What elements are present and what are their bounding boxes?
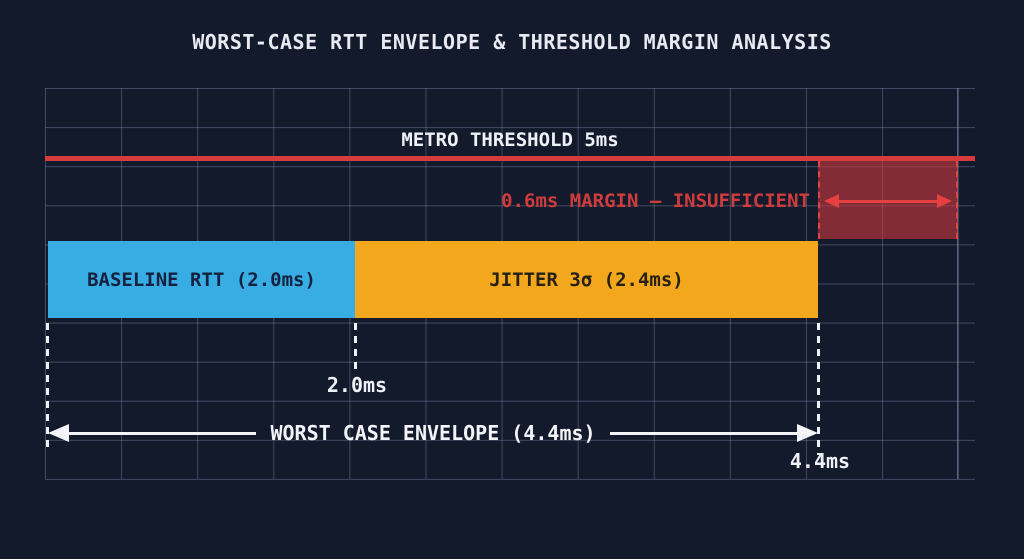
dashed-line-origin bbox=[46, 323, 49, 449]
envelope-arrow-line-left bbox=[69, 431, 257, 435]
arrowhead-left-icon bbox=[48, 424, 69, 442]
envelope-arrow: WORST CASE ENVELOPE (4.4ms) bbox=[48, 420, 819, 446]
margin-arrow bbox=[824, 193, 952, 209]
threshold-line bbox=[45, 156, 975, 161]
envelope-arrow-line-right bbox=[609, 431, 798, 435]
envelope-label: WORST CASE ENVELOPE (4.4ms) bbox=[270, 421, 596, 445]
chart-title: WORST-CASE RTT ENVELOPE & THRESHOLD MARG… bbox=[192, 30, 832, 54]
arrowhead-right-icon bbox=[797, 424, 819, 442]
bar-jitter-label: JITTER 3σ (2.4ms) bbox=[489, 268, 684, 291]
arrowhead-left-icon bbox=[824, 194, 839, 208]
grid-right-edge bbox=[957, 88, 958, 479]
marker-label-44ms: 4.4ms bbox=[789, 449, 851, 473]
marker-label-2ms: 2.0ms bbox=[326, 373, 388, 397]
margin-label: 0.6ms MARGIN — INSUFFICIENT bbox=[501, 190, 810, 212]
bar-jitter: JITTER 3σ (2.4ms) bbox=[355, 241, 818, 318]
bar-baseline-rtt: BASELINE RTT (2.0ms) bbox=[48, 241, 355, 318]
dashed-line-baseline-end bbox=[354, 323, 357, 371]
margin-arrow-line bbox=[839, 199, 937, 203]
threshold-label: METRO THRESHOLD 5ms bbox=[401, 129, 619, 151]
dashed-line-envelope-end bbox=[817, 323, 820, 455]
arrowhead-right-icon bbox=[937, 194, 952, 208]
bar-baseline-label: BASELINE RTT (2.0ms) bbox=[87, 268, 316, 291]
